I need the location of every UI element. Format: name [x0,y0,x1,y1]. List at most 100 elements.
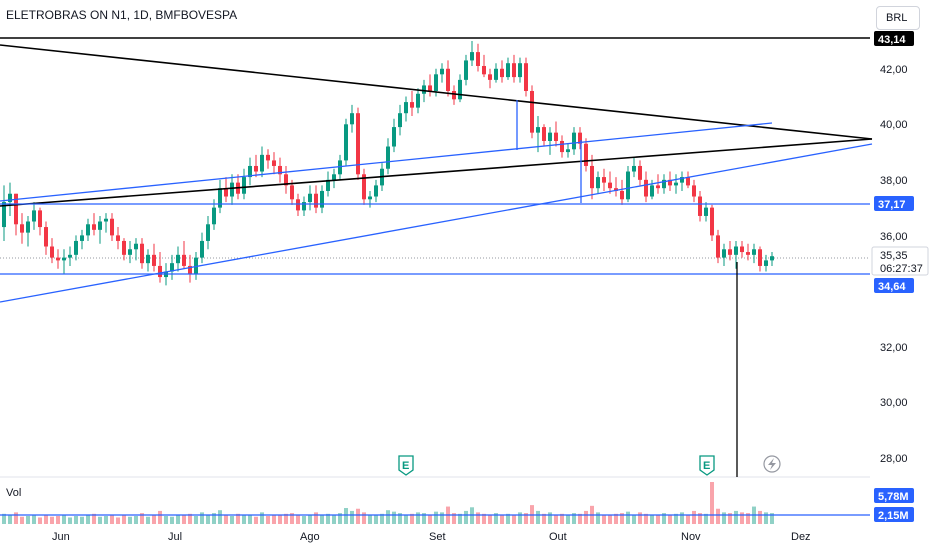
candle [686,171,690,189]
candle [260,146,264,178]
candle [512,54,516,83]
volume-bar [554,514,558,524]
volume-bar [662,513,666,524]
volume-bar [572,513,576,524]
volume-bar [260,512,264,524]
volume-bar [224,515,228,524]
volume-bar [542,513,546,524]
candle [494,63,498,83]
volume-bar [488,514,492,524]
x-axis: Jun Jul Ago Set Out Nov Dez [52,531,811,543]
volume-bar [116,517,120,524]
volume-bar [278,515,282,524]
candle [476,43,480,72]
trendline-black-ascending[interactable] [0,138,873,207]
badge-vol-max [874,488,914,503]
channel-line-blue-upper[interactable] [0,122,773,202]
volume-bar [284,513,288,524]
candle [62,249,66,275]
candle [464,54,468,86]
candle [584,138,588,172]
chart-title: ELETROBRAS ON N1, 1D, BMFBOVESPA [6,8,238,22]
volume-bar [44,515,48,524]
volume-bar [404,514,408,524]
candle [98,215,102,244]
volume-bar [176,514,180,524]
channel-line-blue-lower[interactable] [0,143,873,303]
x-tick: Jun [52,531,70,543]
volume-bar [80,516,84,524]
volume-bar [500,515,504,524]
currency-button[interactable]: BRL [876,6,920,30]
volume-bar [302,516,306,524]
trendline-black-descending[interactable] [0,44,873,140]
candle [230,174,234,205]
candle [452,85,456,105]
candle [602,168,606,191]
candle [572,127,576,155]
candle [482,54,486,78]
candle [458,74,462,103]
candle [254,154,258,178]
volume-bar [680,512,684,524]
candle [176,246,180,272]
drawings[interactable] [0,37,873,516]
lightning-icon[interactable] [763,455,781,473]
candle [620,179,624,205]
candle [206,215,210,250]
volume-bar [92,513,96,524]
y-tick: 38,00 [880,175,908,187]
badge-countdown-text: 06:27:37 [880,263,923,275]
y-tick: 42,00 [880,64,908,76]
candle [170,254,174,280]
candle [554,121,558,147]
candle [488,68,492,89]
candle [314,185,318,214]
volume-bar [674,513,678,524]
y-axis: 42,00 40,00 38,00 36,00 32,00 30,00 28,0… [880,64,908,465]
event-markers[interactable]: E E [398,455,781,476]
volume-bar [2,513,6,524]
candle [596,171,600,194]
badge-vol-avg-text: 2,15M [878,510,909,522]
badge-vol-avg [874,507,914,522]
candle [80,229,84,250]
candle [506,57,510,80]
candle [200,232,204,264]
volume-bar [50,516,54,524]
candle [692,179,696,203]
volume-bar [464,510,468,524]
earnings-marker[interactable]: E [699,455,715,476]
volume-bar [584,510,588,524]
volume-bar [158,510,162,524]
candle [236,174,240,200]
candle [644,171,648,203]
volume-bar [272,514,276,524]
volume-bar [596,512,600,524]
candle [650,179,654,200]
volume-bar [620,513,624,524]
earnings-marker[interactable]: E [398,455,414,476]
volume-bar [734,510,738,524]
volume-bar [506,513,510,524]
y-tick: 30,00 [880,397,908,409]
candle [86,218,90,241]
candle [56,249,60,269]
volume-bar [458,513,462,524]
volume-bar [308,514,312,524]
candle [266,149,270,169]
volume-bar [98,516,102,524]
volume-bar [560,513,564,524]
volume-bar [74,516,78,524]
volume-bars [2,482,774,524]
candle [404,96,408,122]
candle [608,171,612,194]
volume-bar [698,513,702,524]
badge-current-price-text: 35,35 [880,250,908,262]
volume-bar [230,516,234,524]
volume-bar [608,515,612,524]
candle [188,254,192,283]
volume-bar [218,510,222,524]
candle [656,174,660,194]
